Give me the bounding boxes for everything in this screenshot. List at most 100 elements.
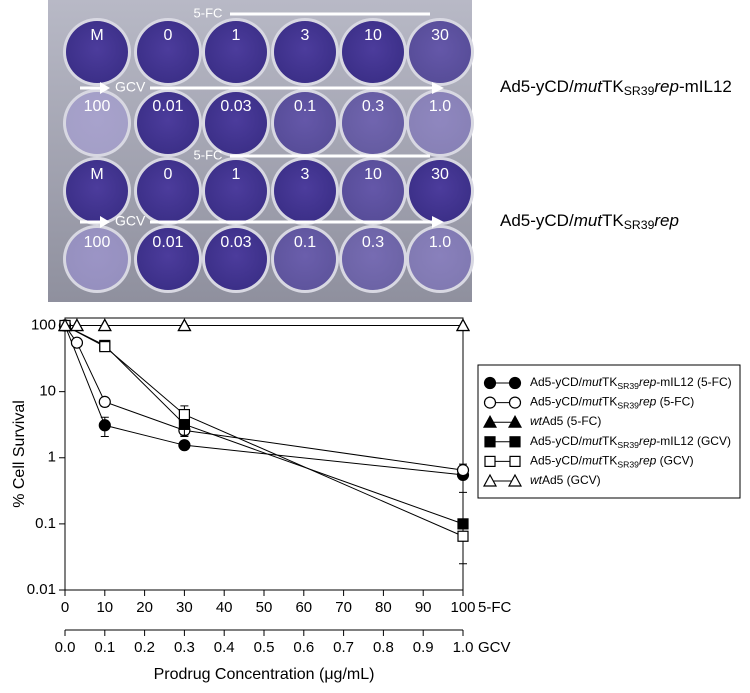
data-point (57, 318, 73, 332)
well-label: 1.0 (429, 98, 451, 115)
x-axis-title: Prodrug Concentration (μg/mL) (154, 666, 375, 683)
well-stain (274, 92, 336, 154)
well-stain (137, 160, 199, 222)
well-stain (137, 21, 199, 83)
x-axis-name: 5-FC (478, 599, 512, 616)
data-point (69, 318, 84, 332)
legend-marker (507, 414, 523, 428)
well-stain (409, 92, 471, 154)
well-label: 1 (232, 166, 241, 183)
text-part: Ad5-yCD/ (500, 77, 574, 96)
legend-label: Ad5-yCD/mutTKSR39rep (5-FC) (530, 395, 694, 411)
text-part: -mIL12 (GCV) (656, 434, 731, 448)
legend-label: Ad5-yCD/mutTKSR39rep (GCV) (530, 454, 694, 470)
y-tick-label: 100 (31, 317, 56, 334)
text-part: SR39 (617, 440, 639, 450)
y-tick-label: 0.01 (27, 581, 56, 598)
x-tick-label: 60 (295, 599, 312, 616)
text-part: TK (602, 454, 617, 468)
data-point (456, 464, 470, 477)
x-tick-label: 40 (216, 599, 233, 616)
x2-tick-label: 0.3 (174, 639, 195, 656)
x2-tick-label: 0.4 (214, 639, 235, 656)
well-stain (409, 160, 471, 222)
well-stain (66, 92, 128, 154)
well-label: 0.1 (294, 234, 316, 251)
legend-marker (509, 455, 521, 467)
x-tick-label: 10 (96, 599, 113, 616)
well-label: 0.01 (152, 98, 183, 115)
text-part: SR39 (617, 401, 639, 411)
legend-marker (482, 473, 498, 487)
y-tick-label: 1 (48, 449, 56, 466)
text-part: rep (639, 395, 657, 409)
text-part: rep (639, 434, 657, 448)
x-tick-label: 50 (256, 599, 273, 616)
well-stain (66, 21, 128, 83)
legend-label: wtAd5 (5-FC) (530, 414, 601, 428)
well-label: 0.3 (362, 98, 384, 115)
y-axis-title: % Cell Survival (11, 400, 28, 508)
well-label: 3 (301, 27, 310, 44)
x2-tick-label: 0.7 (333, 639, 354, 656)
x2-tick-label: 1.0 (453, 639, 474, 656)
series-line (64, 325, 464, 525)
text-part: rep (639, 375, 657, 389)
arrow-head (432, 216, 444, 228)
well-label: M (90, 166, 103, 183)
well-label: 1.0 (429, 234, 451, 251)
legend-marker (507, 473, 523, 487)
legend-marker (484, 436, 496, 448)
construct-label: Ad5-yCD/mutTKSR39rep (500, 211, 679, 232)
text-part: mut (582, 395, 603, 409)
data-point (70, 336, 84, 349)
legend-label: Ad5-yCD/mutTKSR39rep-mIL12 (GCV) (530, 434, 731, 450)
legend-label: wtAd5 (GCV) (530, 473, 601, 487)
well-stain (409, 228, 471, 290)
legend-box (477, 364, 741, 499)
text-part: wt (530, 473, 543, 487)
text-part: (5-FC) (656, 395, 694, 409)
well-stain (342, 92, 404, 154)
data-point (457, 530, 469, 542)
text-part: Ad5-yCD/ (500, 211, 574, 230)
x2-tick-label: 0.0 (55, 639, 76, 656)
text-part: TK (602, 434, 617, 448)
x-tick-label: 100 (450, 599, 475, 616)
text-part: mut (574, 77, 604, 96)
well-label: 0.3 (362, 234, 384, 251)
data-point (99, 341, 111, 353)
well-label: 0.03 (220, 234, 251, 251)
x-tick-label: 80 (375, 599, 392, 616)
well-label: 100 (84, 234, 111, 251)
well-label: 10 (364, 27, 382, 44)
legend-marker (483, 376, 497, 390)
text-part: TK (602, 211, 624, 230)
legend-marker (508, 376, 522, 390)
well-stain (66, 228, 128, 290)
data-point (178, 439, 191, 452)
text-part: TK (602, 375, 617, 389)
text-part: -mIL12 (679, 77, 732, 96)
well-label: 30 (431, 166, 449, 183)
legend-marker (484, 455, 496, 467)
series-line (64, 325, 464, 476)
arrow-label: GCV (115, 213, 146, 229)
text-part: TK (602, 77, 624, 96)
text-part: Ad5 (5-FC) (542, 414, 601, 428)
text-part: mut (582, 454, 603, 468)
arrow-head (100, 82, 110, 94)
arrow-head (100, 216, 110, 228)
series-line (64, 325, 464, 471)
x-tick-label: 90 (415, 599, 432, 616)
x2-axis-name: GCV (478, 639, 511, 656)
x2-tick-label: 0.5 (254, 639, 275, 656)
arrow-label: 5-FC (194, 5, 223, 20)
series-line (64, 325, 464, 537)
text-part: -mIL12 (5-FC) (656, 375, 731, 389)
legend-label: Ad5-yCD/mutTKSR39rep-mIL12 (5-FC) (530, 375, 732, 391)
well-label: 0.03 (220, 98, 251, 115)
legend-marker (509, 436, 521, 448)
x-tick-label: 30 (176, 599, 193, 616)
